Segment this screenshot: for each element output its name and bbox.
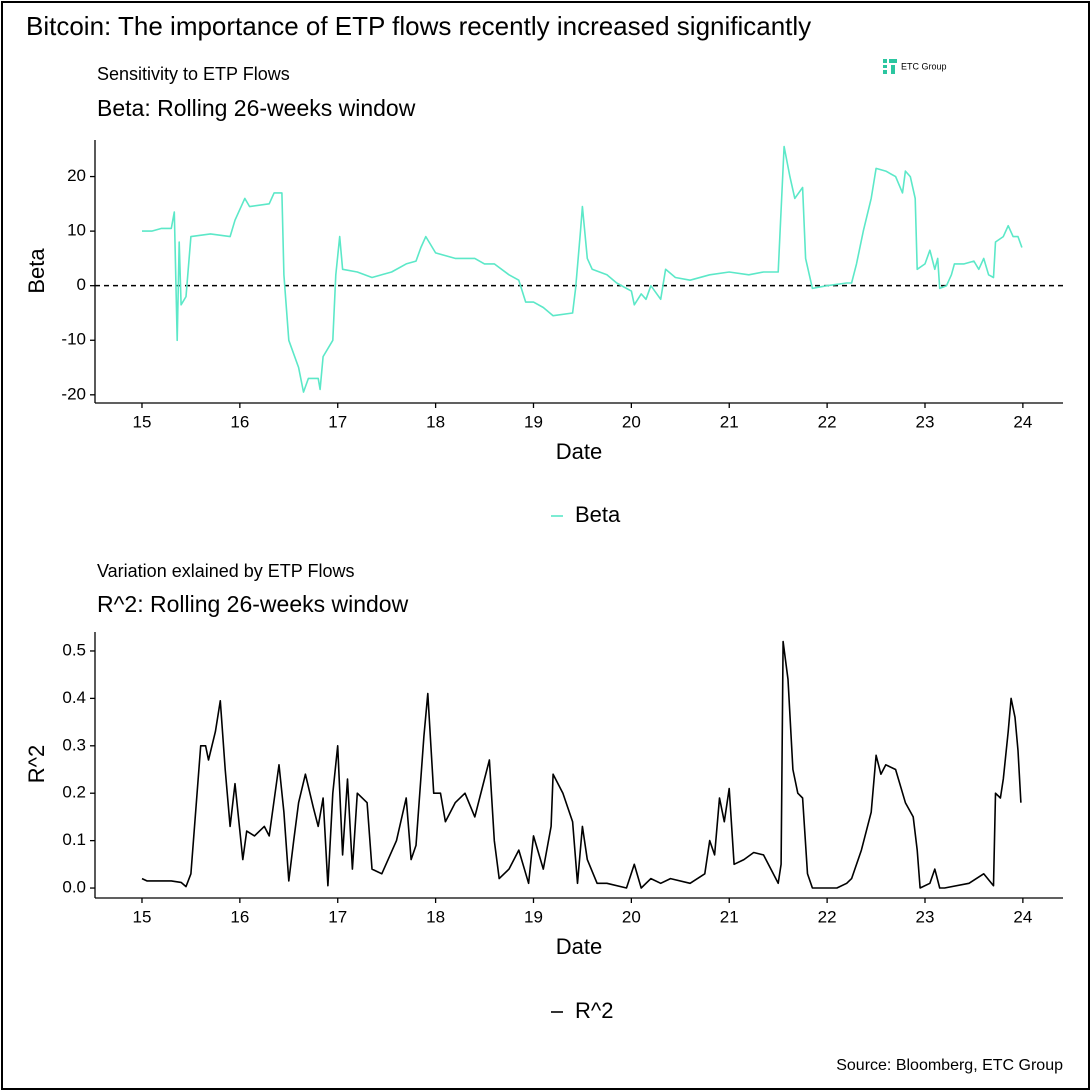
x-tick-label: 16: [230, 412, 249, 431]
x-tick-label: 23: [916, 412, 935, 431]
logo-text: ETC Group: [901, 61, 947, 71]
chart-panel: Sensitivity to ETP Flows Beta: Rolling 26…: [24, 64, 1063, 527]
y-axis-label: R^2: [24, 745, 49, 783]
logo-icon: [883, 70, 887, 74]
x-tick-label: 19: [524, 907, 543, 926]
legend-label: Beta: [575, 502, 621, 527]
y-tick-label: 20: [67, 166, 86, 185]
logo-icon: [891, 65, 895, 74]
x-tick-label: 20: [622, 412, 641, 431]
chart-title: R^2: Rolling 26-weeks window: [97, 591, 409, 617]
data-line: [142, 145, 1023, 393]
x-tick-label: 21: [720, 907, 739, 926]
data-line: [141, 640, 1022, 889]
y-tick-label: 0.1: [62, 830, 86, 849]
logo-icon: [889, 59, 897, 63]
x-axis-label: Date: [556, 439, 602, 464]
x-tick-label: 15: [133, 907, 152, 926]
chart-title: Beta: Rolling 26-weeks window: [97, 95, 416, 121]
y-tick-label: 0.0: [62, 878, 86, 897]
y-tick-label: 0.5: [62, 640, 86, 659]
chart-panel: Variation exlained by ETP Flows R^2: Roll…: [24, 561, 1063, 1023]
x-tick-label: 22: [818, 907, 837, 926]
legend-label: R^2: [575, 998, 613, 1023]
y-tick-label: 0.3: [62, 735, 86, 754]
x-axis-label: Date: [556, 934, 602, 959]
y-tick-label: 0: [77, 275, 86, 294]
x-tick-label: 18: [426, 412, 445, 431]
chart-subtitle: Variation exlained by ETP Flows: [97, 561, 354, 581]
y-tick-label: -20: [61, 384, 86, 403]
logo: ETC Group: [883, 59, 947, 74]
logo-icon: [883, 65, 887, 68]
x-tick-label: 17: [328, 412, 347, 431]
page-title: Bitcoin: The importance of ETP flows rec…: [26, 11, 811, 41]
y-tick-label: 0.2: [62, 783, 86, 802]
source: Source: Bloomberg, ETC Group: [836, 1057, 1063, 1074]
x-tick-label: 20: [622, 907, 641, 926]
y-tick-label: 10: [67, 221, 86, 240]
x-tick-label: 21: [720, 412, 739, 431]
x-tick-label: 23: [916, 907, 935, 926]
y-axis-label: Beta: [24, 248, 49, 294]
x-tick-label: 18: [426, 907, 445, 926]
x-tick-label: 19: [524, 412, 543, 431]
y-tick-label: 0.4: [62, 688, 86, 707]
x-tick-label: 24: [1013, 907, 1032, 926]
y-tick-label: -10: [61, 330, 86, 349]
x-tick-label: 24: [1013, 412, 1032, 431]
x-tick-label: 16: [230, 907, 249, 926]
x-tick-label: 17: [328, 907, 347, 926]
logo-icon: [883, 59, 887, 63]
x-tick-label: 15: [133, 412, 152, 431]
x-tick-label: 22: [818, 412, 837, 431]
chart-subtitle: Sensitivity to ETP Flows: [97, 64, 290, 84]
